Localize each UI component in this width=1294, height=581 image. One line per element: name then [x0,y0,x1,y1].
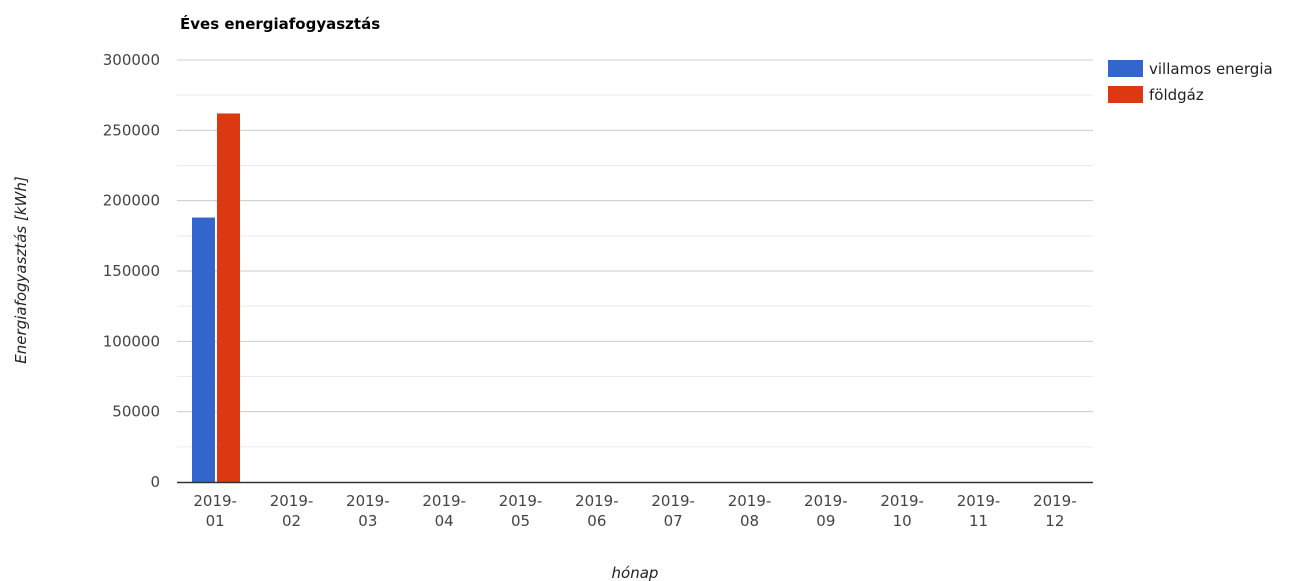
legend-label: villamos energia [1149,60,1273,78]
bar [217,113,240,482]
chart-title: Éves energiafogyasztás [180,14,380,33]
x-tick-label: 2019-07 [651,492,695,530]
x-axis-ticks: 2019-01 2019-02 2019-03 2019-04 2019-05 2019-… [193,492,1076,530]
y-tick-label: 200000 [103,192,160,210]
y-tick-label: 0 [150,473,160,491]
x-tick-label: 2019-12 [1033,492,1077,530]
y-tick-label: 100000 [103,332,160,350]
x-tick-label: 2019-02 [270,492,314,530]
bars [192,113,240,482]
x-tick-label: 2019-03 [346,492,390,530]
legend-swatch [1108,60,1143,77]
y-axis-ticks: 0 50000 100000 150000 200000 250000 300000 [103,51,160,491]
x-axis-title: hónap [612,564,659,581]
y-tick-label: 150000 [103,262,160,280]
x-tick-label: 2019-01 [193,492,237,530]
y-axis-title: Energiafogyasztás [kWh] [12,176,30,364]
x-tick-label: 2019-08 [728,492,772,530]
gridlines [177,59,1093,448]
y-tick-label: 250000 [103,121,160,139]
legend-swatch [1108,86,1143,103]
x-tick-label: 2019-06 [575,492,619,530]
x-tick-label: 2019-11 [957,492,1001,530]
bar [192,217,215,482]
y-tick-label: 50000 [112,403,160,421]
x-tick-label: 2019-09 [804,492,848,530]
x-tick-label: 2019-04 [422,492,466,530]
legend-label: földgáz [1149,86,1204,104]
x-tick-label: 2019-10 [880,492,924,530]
y-tick-label: 300000 [103,51,160,69]
x-tick-label: 2019-05 [499,492,543,530]
legend: villamos energia földgáz [1108,60,1273,104]
